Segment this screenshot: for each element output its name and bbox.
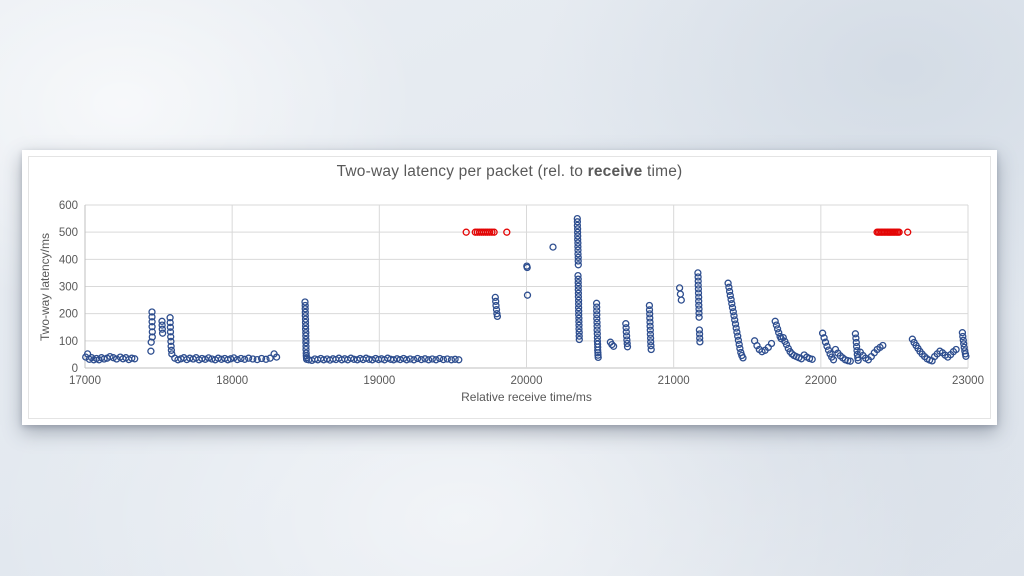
svg-text:300: 300 (59, 282, 78, 294)
svg-text:100: 100 (59, 336, 78, 348)
svg-text:19000: 19000 (363, 375, 395, 387)
series-latency (82, 214, 970, 365)
chart-title-pre: Two-way latency per packet (rel. to (336, 163, 588, 180)
svg-text:600: 600 (59, 200, 78, 212)
svg-text:400: 400 (59, 254, 78, 266)
svg-text:23000: 23000 (952, 375, 984, 387)
series-timeout-500ms (462, 228, 912, 236)
svg-text:0: 0 (72, 363, 78, 375)
svg-text:17000: 17000 (69, 375, 101, 387)
svg-text:20000: 20000 (511, 375, 543, 387)
svg-text:18000: 18000 (216, 375, 248, 387)
y-axis-title: Two-way latency/ms (38, 232, 52, 342)
x-axis-title: Relative receive time/ms (461, 390, 592, 404)
svg-text:21000: 21000 (658, 375, 690, 387)
gridlines (84, 204, 969, 369)
y-tick-labels: 0 100 200 300 400 500 600 (59, 200, 78, 375)
scatter-plot: 0 100 200 300 400 500 600 17000 18000 19000 20000 2… (59, 200, 984, 387)
svg-text:500: 500 (59, 227, 78, 239)
svg-text:22000: 22000 (805, 375, 837, 387)
chart-card: 0 100 200 300 400 500 600 17000 18000 19000 20000 2… (22, 150, 997, 425)
chart-title: Two-way latency per packet (rel. to rece… (22, 163, 997, 181)
svg-text:200: 200 (59, 309, 78, 321)
chart-title-emphasis: receive (587, 163, 643, 180)
x-tick-labels: 17000 18000 19000 20000 21000 22000 23000 (69, 375, 984, 387)
chart-title-post: time) (642, 163, 683, 180)
